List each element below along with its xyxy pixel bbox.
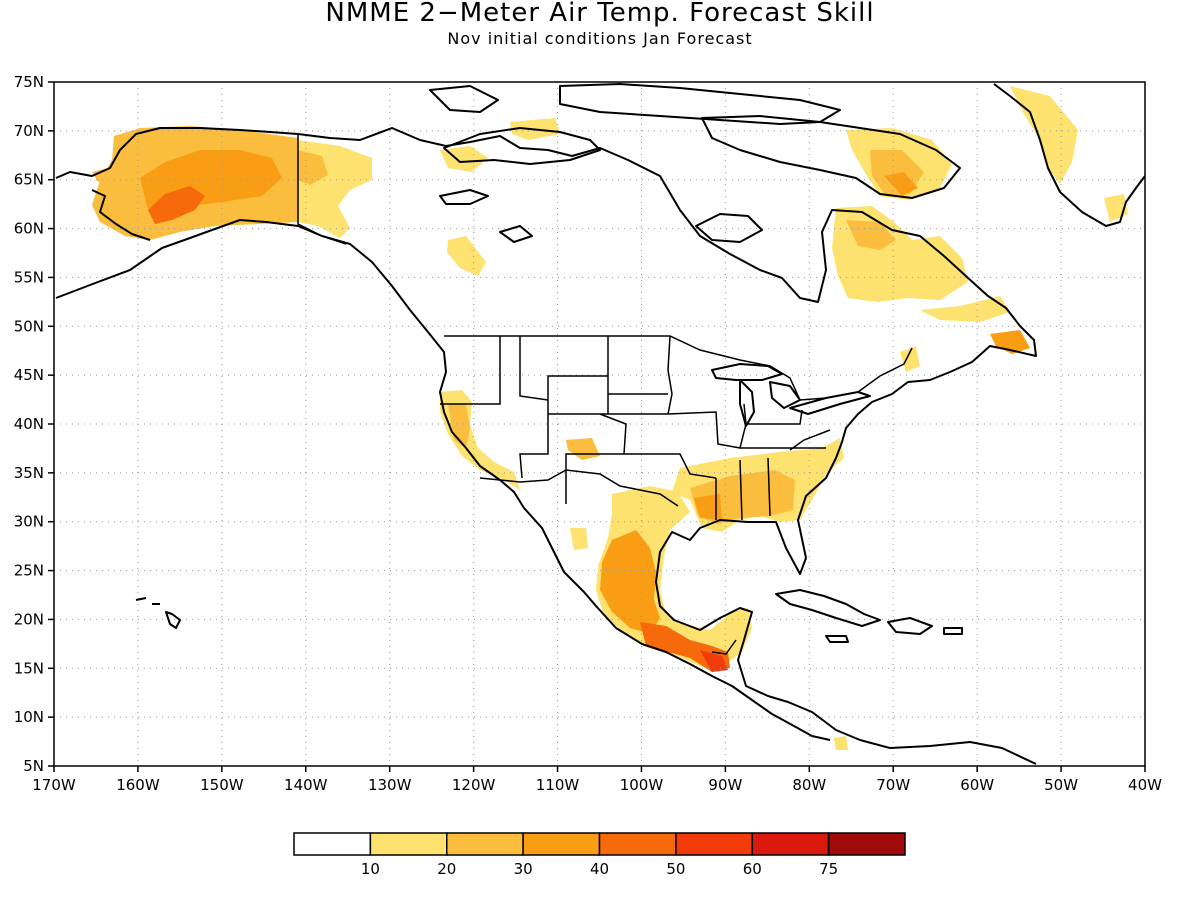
baffin-island	[701, 115, 961, 199]
jamaica	[825, 635, 849, 643]
yukon-skill-region	[298, 140, 372, 238]
greenland-coastline	[993, 83, 1145, 227]
x-tick-label: 60W	[960, 776, 994, 794]
california-skill-region	[440, 390, 520, 490]
alaska-canada-border	[297, 134, 347, 245]
legend-label: 30	[514, 860, 533, 878]
y-tick-label: 75N	[14, 73, 44, 91]
legend-label: 20	[437, 860, 456, 878]
legend-swatch	[675, 832, 753, 856]
alaska-peninsula	[91, 189, 151, 241]
mexico-guatemala-border	[711, 639, 737, 655]
caribbean-skill-patch	[834, 736, 848, 750]
legend-label: 10	[361, 860, 380, 878]
mexico-skill-region	[570, 486, 752, 672]
legend-swatch	[369, 832, 448, 856]
x-tick-label: 70W	[876, 776, 910, 794]
pacific-coastline	[55, 219, 831, 741]
greenland-skill-region	[1010, 86, 1078, 184]
great-slave-bear-lakes	[439, 189, 533, 243]
us-canada-border	[444, 335, 913, 401]
map-grid	[54, 82, 1145, 766]
y-tick-label: 15N	[14, 659, 44, 677]
arctic-skill-patch	[440, 146, 488, 172]
axes: 170W 160W 150W 140W 130W 120W 110W 100W 90W 80W 70…	[14, 73, 1162, 794]
x-tick-label: 110W	[536, 776, 580, 794]
x-tick-label: 150W	[200, 776, 244, 794]
legend-label: 40	[590, 860, 609, 878]
x-tick-label: 160W	[116, 776, 160, 794]
x-tick-label: 140W	[284, 776, 328, 794]
victoria-island	[443, 127, 601, 165]
hispaniola	[887, 617, 933, 635]
y-tick-label: 30N	[14, 513, 44, 531]
x-tick-label: 170W	[32, 776, 76, 794]
x-tick-label: 100W	[620, 776, 664, 794]
map-subtitle: Nov initial conditions Jan Forecast	[447, 29, 753, 48]
arctic-coastline	[297, 127, 1037, 765]
color-legend: 10 20 30 40 50 60 75	[293, 832, 906, 878]
x-tick-label: 80W	[792, 776, 826, 794]
map-title: NMME 2−Meter Air Temp. Forecast Skill	[325, 0, 875, 28]
alaska-west-coast	[55, 127, 299, 179]
y-tick-label: 25N	[14, 562, 44, 580]
coastlines	[55, 83, 1145, 765]
y-tick-label: 40N	[14, 415, 44, 433]
x-tick-label: 130W	[368, 776, 412, 794]
baffin-skill-region	[846, 128, 952, 200]
lake-superior	[711, 363, 783, 381]
y-tick-label: 20N	[14, 610, 44, 628]
lake-michigan	[739, 379, 755, 427]
legend-swatch	[293, 832, 372, 856]
y-tick-label: 65N	[14, 171, 44, 189]
legend-label: 75	[819, 860, 838, 878]
legend-label: 50	[666, 860, 685, 878]
us-mexico-border	[479, 469, 679, 507]
legend-swatch	[827, 832, 906, 856]
y-tick-label: 45N	[14, 366, 44, 384]
hawaii	[135, 597, 181, 629]
x-tick-label: 40W	[1128, 776, 1162, 794]
state-boundaries	[440, 335, 831, 521]
y-tick-label: 70N	[14, 122, 44, 140]
banks-island	[429, 85, 499, 113]
y-tick-label: 60N	[14, 220, 44, 238]
puerto-rico	[943, 627, 963, 635]
alaska-skill-region	[92, 126, 298, 240]
y-tick-label: 50N	[14, 317, 44, 335]
legend-swatch	[598, 832, 677, 856]
cuba	[775, 589, 881, 627]
quebec-skill-region	[832, 206, 1030, 372]
y-tick-label: 55N	[14, 268, 44, 286]
bc-skill-patch	[447, 236, 486, 276]
lake-huron	[769, 381, 801, 409]
legend-label: 60	[743, 860, 762, 878]
x-tick-label: 90W	[708, 776, 742, 794]
legend-swatch	[522, 832, 601, 856]
x-tick-label: 50W	[1044, 776, 1078, 794]
ellesmere-island	[559, 83, 841, 125]
x-tick-label: 120W	[452, 776, 496, 794]
y-tick-label: 5N	[23, 757, 44, 775]
southampton-island	[695, 213, 763, 243]
y-tick-label: 35N	[14, 464, 44, 482]
political-boundaries	[297, 134, 913, 655]
legend-swatch	[446, 832, 524, 856]
y-tick-label: 10N	[14, 708, 44, 726]
legend-swatch	[751, 832, 830, 856]
southwest-skill-patch	[566, 438, 600, 460]
